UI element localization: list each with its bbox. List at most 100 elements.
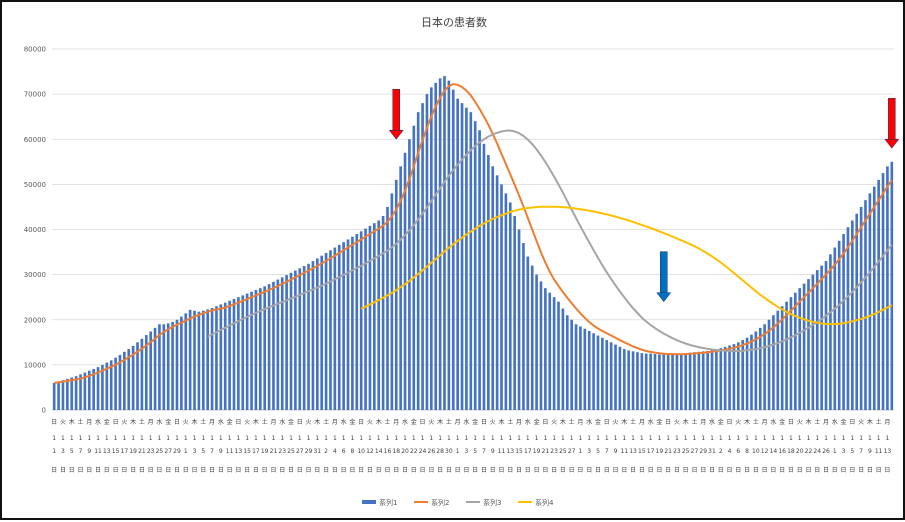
bar bbox=[557, 301, 560, 410]
x-category-label: 9 bbox=[87, 448, 91, 455]
x-category-label: 11 bbox=[226, 448, 234, 455]
bar bbox=[675, 354, 679, 410]
x-category-label: 木 bbox=[192, 418, 198, 426]
x-category-label: 6 bbox=[342, 448, 346, 455]
x-category-label: 日 bbox=[306, 467, 312, 474]
bar bbox=[118, 354, 122, 410]
bar bbox=[342, 242, 345, 410]
x-category-label: 日 bbox=[727, 467, 733, 474]
x-category-label: 日 bbox=[577, 467, 583, 474]
x-category-label: 土 bbox=[384, 418, 390, 426]
x-category-label: 月 bbox=[148, 419, 154, 426]
x-category-label: 水 bbox=[402, 418, 408, 426]
x-category-label: 15 bbox=[112, 448, 120, 455]
x-category-label: 1 bbox=[815, 435, 819, 442]
x-category-label: 9 bbox=[491, 448, 495, 455]
bar bbox=[798, 288, 802, 410]
x-category-label: 土 bbox=[200, 418, 206, 426]
x-category-label: 5 bbox=[850, 448, 854, 455]
x-category-label: 日 bbox=[560, 467, 566, 474]
bar bbox=[890, 161, 894, 410]
x-category-label: 1 bbox=[350, 435, 354, 442]
bar bbox=[697, 351, 701, 410]
bar bbox=[794, 292, 797, 410]
x-category-label: 1 bbox=[184, 448, 188, 455]
x-category-label: 1 bbox=[561, 435, 565, 442]
bar bbox=[329, 250, 332, 410]
x-category-label: 22 bbox=[410, 448, 418, 455]
x-category-label: 10 bbox=[357, 448, 365, 455]
x-category-label: 29 bbox=[699, 448, 707, 455]
x-category-label: 水 bbox=[648, 418, 654, 426]
x-category-label: 日 bbox=[832, 467, 838, 474]
x-category-label: 1 bbox=[824, 435, 828, 442]
x-category-label: 1 bbox=[614, 435, 618, 442]
bar bbox=[394, 179, 398, 410]
x-category-label: 14 bbox=[770, 448, 778, 455]
x-category-label: 日 bbox=[595, 467, 601, 474]
bar bbox=[74, 376, 78, 410]
line-series bbox=[54, 83, 893, 384]
x-category-label: 18 bbox=[392, 448, 400, 455]
x-category-label: 木 bbox=[130, 418, 136, 426]
bar bbox=[254, 289, 258, 410]
bar bbox=[579, 326, 582, 410]
bar bbox=[570, 319, 573, 410]
bar bbox=[180, 316, 183, 410]
x-category-label: 日 bbox=[744, 467, 750, 474]
x-category-label: 日 bbox=[69, 467, 75, 474]
x-category-label: 1 bbox=[368, 435, 372, 442]
arrow-shaft bbox=[888, 98, 896, 141]
bar bbox=[131, 345, 135, 410]
x-category-label: 日 bbox=[534, 467, 540, 474]
x-category-label: 日 bbox=[779, 467, 785, 474]
bar bbox=[785, 301, 788, 410]
x-category-label: 水 bbox=[832, 418, 838, 426]
bar bbox=[605, 340, 609, 410]
x-category-label: 1 bbox=[456, 448, 460, 455]
bar bbox=[162, 324, 166, 410]
x-category-label: 水 bbox=[770, 418, 776, 426]
x-category-label: 金 bbox=[779, 418, 785, 426]
x-category-label: 1 bbox=[473, 435, 477, 442]
x-category-label: 日 bbox=[876, 467, 882, 474]
bar bbox=[688, 352, 692, 410]
x-category-label: 日 bbox=[60, 467, 66, 474]
x-category-label: 1 bbox=[684, 435, 688, 442]
x-category-label: 土 bbox=[139, 418, 145, 426]
bar bbox=[763, 324, 766, 410]
y-tick-label: 30000 bbox=[24, 271, 46, 279]
x-category-label: 土 bbox=[323, 418, 329, 426]
x-category-label: 土 bbox=[507, 418, 513, 426]
x-category-label: 1 bbox=[640, 435, 644, 442]
bar bbox=[662, 354, 666, 410]
bar bbox=[123, 351, 126, 410]
x-category-label: 7 bbox=[210, 448, 214, 455]
bar bbox=[109, 360, 113, 410]
x-category-label: 3 bbox=[465, 448, 469, 455]
bar bbox=[666, 354, 670, 410]
bar bbox=[320, 255, 324, 410]
bar bbox=[250, 291, 253, 410]
x-category-label: 日 bbox=[709, 467, 715, 474]
x-category-label: 日 bbox=[113, 419, 119, 426]
x-category-label: 日 bbox=[788, 419, 794, 426]
x-category-label: 23 bbox=[278, 448, 286, 455]
x-category-label: 日 bbox=[174, 467, 180, 474]
x-category-label: 日 bbox=[463, 467, 469, 474]
bar bbox=[166, 323, 170, 410]
x-category-label: 月 bbox=[86, 419, 92, 426]
bar bbox=[70, 377, 74, 410]
x-category-label: 火 bbox=[428, 419, 434, 426]
x-category-label: 1 bbox=[307, 435, 311, 442]
bar bbox=[373, 223, 376, 410]
y-tick-label: 70000 bbox=[24, 91, 46, 99]
bar bbox=[561, 308, 565, 410]
bar bbox=[136, 342, 139, 410]
x-category-label: 26 bbox=[822, 448, 830, 455]
x-category-label: 日 bbox=[156, 467, 162, 474]
legend: 系列1 系列2 系列3 系列4 bbox=[362, 498, 554, 507]
x-category-label: 1 bbox=[280, 435, 284, 442]
x-category-label: 1 bbox=[517, 435, 521, 442]
bar bbox=[684, 353, 688, 410]
